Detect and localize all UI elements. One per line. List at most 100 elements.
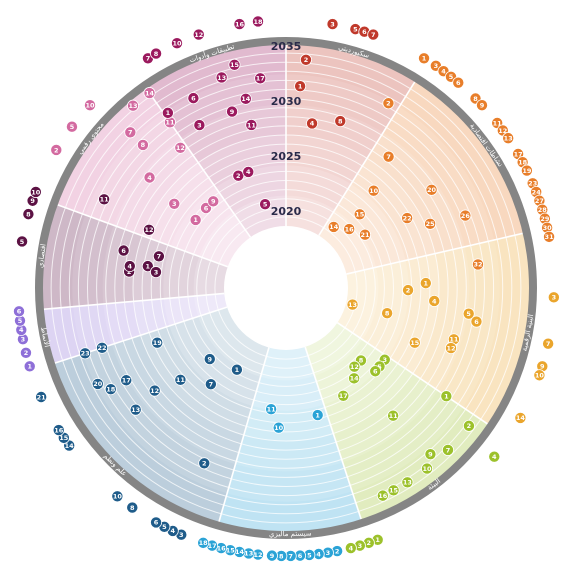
marker-dot[interactable] [161, 106, 174, 119]
marker-dot[interactable] [444, 342, 457, 355]
marker-s4-12[interactable]: 12 [348, 360, 361, 373]
marker-dot[interactable] [98, 193, 111, 206]
marker-dot[interactable] [203, 353, 216, 366]
marker-dot[interactable] [174, 141, 187, 154]
marker-dot[interactable] [96, 341, 109, 354]
marker-dot[interactable] [462, 419, 475, 432]
marker-s9-7[interactable]: 7 [124, 126, 137, 139]
marker-s6-19[interactable]: 19 [151, 336, 164, 349]
marker-s5-18[interactable]: 18 [197, 536, 210, 549]
marker-dot[interactable] [65, 120, 78, 133]
marker-s10-10[interactable]: 10 [170, 37, 183, 50]
marker-s2-28[interactable]: 28 [536, 203, 549, 216]
marker-s2-1[interactable]: 1 [418, 52, 431, 65]
marker-dot[interactable] [428, 294, 441, 307]
marker-dot[interactable] [401, 212, 414, 225]
marker-s2-7[interactable]: 7 [382, 150, 395, 163]
marker-s8-1[interactable]: 1 [141, 260, 154, 273]
marker-dot[interactable] [311, 409, 324, 422]
marker-s9-5[interactable]: 5 [65, 120, 78, 133]
marker-dot[interactable] [346, 298, 359, 311]
marker-dot[interactable] [197, 536, 210, 549]
marker-s10-5[interactable]: 5 [259, 198, 272, 211]
marker-s6-23[interactable]: 23 [79, 347, 92, 360]
marker-dot[interactable] [120, 374, 133, 387]
marker-s3-15[interactable]: 15 [408, 336, 421, 349]
marker-dot[interactable] [259, 198, 272, 211]
marker-s5-10[interactable]: 10 [272, 421, 285, 434]
marker-dot[interactable] [104, 383, 117, 396]
marker-s9-14[interactable]: 14 [143, 87, 156, 100]
marker-s4-14[interactable]: 14 [348, 372, 361, 385]
marker-dot[interactable] [126, 501, 139, 514]
marker-dot[interactable] [143, 171, 156, 184]
marker-s4-7[interactable]: 7 [441, 443, 454, 456]
marker-dot[interactable] [502, 132, 515, 145]
marker-s3-5[interactable]: 5 [462, 307, 475, 320]
marker-dot[interactable] [189, 213, 202, 226]
marker-s6-18[interactable]: 18 [104, 383, 117, 396]
marker-s8-5[interactable]: 5 [16, 235, 29, 248]
marker-dot[interactable] [452, 76, 465, 89]
marker-dot[interactable] [294, 80, 307, 93]
marker-dot[interactable] [299, 53, 312, 66]
marker-dot[interactable] [401, 476, 414, 489]
marker-dot[interactable] [143, 87, 156, 100]
marker-s10-11[interactable]: 11 [245, 118, 258, 131]
marker-s8-8[interactable]: 8 [22, 208, 35, 221]
marker-s9-1[interactable]: 1 [189, 213, 202, 226]
marker-s9-2[interactable]: 2 [50, 143, 63, 156]
marker-dot[interactable] [52, 424, 65, 437]
marker-dot[interactable] [471, 258, 484, 271]
marker-s8-7[interactable]: 7 [152, 250, 165, 263]
marker-dot[interactable] [441, 443, 454, 456]
marker-dot[interactable] [272, 421, 285, 434]
marker-s6-9[interactable]: 9 [203, 353, 216, 366]
marker-s10-1[interactable]: 1 [161, 106, 174, 119]
marker-s2-30[interactable]: 30 [541, 221, 554, 234]
marker-s7-6[interactable]: 6 [13, 305, 26, 318]
marker-dot[interactable] [204, 378, 217, 391]
marker-dot[interactable] [19, 346, 32, 359]
marker-s8-11[interactable]: 11 [98, 193, 111, 206]
marker-s9-10[interactable]: 10 [83, 99, 96, 112]
marker-s3-3[interactable]: 3 [547, 291, 560, 304]
marker-dot[interactable] [359, 228, 372, 241]
marker-dot[interactable] [547, 291, 560, 304]
marker-s3-8[interactable]: 8 [381, 307, 394, 320]
marker-s2-29[interactable]: 29 [538, 212, 551, 225]
marker-s2-25[interactable]: 25 [424, 217, 437, 230]
marker-s3-14[interactable]: 14 [514, 411, 527, 424]
marker-dot[interactable] [462, 307, 475, 320]
marker-dot[interactable] [117, 244, 130, 257]
marker-dot[interactable] [83, 99, 96, 112]
marker-s8-4[interactable]: 4 [123, 260, 136, 273]
marker-s6-22[interactable]: 22 [96, 341, 109, 354]
marker-s2-20[interactable]: 20 [425, 183, 438, 196]
marker-dot[interactable] [170, 37, 183, 50]
marker-s2-15[interactable]: 15 [353, 208, 366, 221]
marker-dot[interactable] [193, 119, 206, 132]
marker-s10-16[interactable]: 16 [233, 18, 246, 31]
marker-dot[interactable] [198, 457, 211, 470]
marker-dot[interactable] [402, 284, 415, 297]
marker-s3-10[interactable]: 10 [533, 369, 546, 382]
marker-s3-6[interactable]: 6 [470, 315, 483, 328]
marker-s6-20[interactable]: 20 [91, 377, 104, 390]
marker-s3-2[interactable]: 2 [402, 284, 415, 297]
marker-dot[interactable] [152, 250, 165, 263]
marker-dot[interactable] [111, 490, 124, 503]
marker-dot[interactable] [470, 315, 483, 328]
marker-s10-15[interactable]: 15 [228, 58, 241, 71]
marker-dot[interactable] [520, 164, 533, 177]
marker-s4-6[interactable]: 6 [369, 365, 382, 378]
marker-dot[interactable] [334, 115, 347, 128]
marker-s9-3[interactable]: 3 [168, 197, 181, 210]
marker-s6-10[interactable]: 10 [111, 490, 124, 503]
marker-dot[interactable] [381, 307, 394, 320]
marker-s5-3[interactable]: 3 [321, 546, 334, 559]
marker-dot[interactable] [265, 549, 278, 562]
marker-s10-9[interactable]: 9 [226, 105, 239, 118]
marker-s7-2[interactable]: 2 [19, 346, 32, 359]
marker-dot[interactable] [424, 448, 437, 461]
